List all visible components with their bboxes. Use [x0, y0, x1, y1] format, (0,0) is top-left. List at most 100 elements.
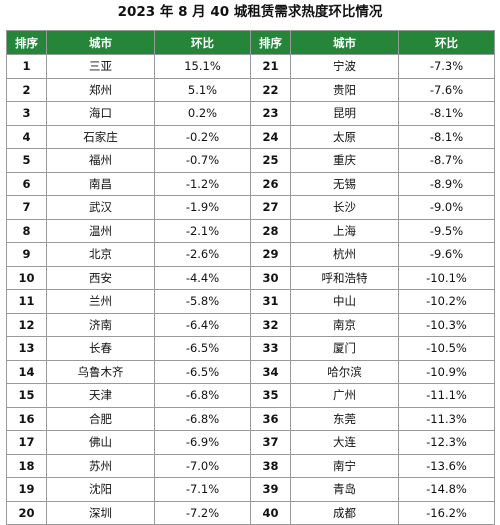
ratio-cell: -10.3% [398, 312, 495, 337]
ratio-cell: -1.9% [154, 195, 251, 220]
rank-cell: 28 [250, 218, 291, 243]
city-cell: 海口 [46, 101, 155, 126]
rank-cell: 11 [6, 289, 47, 314]
ratio-cell: -7.0% [154, 453, 251, 478]
city-cell: 无锡 [290, 171, 399, 196]
ratio-cell: -2.6% [154, 242, 251, 267]
city-cell: 天津 [46, 383, 155, 408]
city-cell: 苏州 [46, 453, 155, 478]
table-row: 16 合肥 -6.8% 36 东莞 -11.3% [6, 406, 495, 431]
city-cell: 沈阳 [46, 477, 155, 502]
city-cell: 青岛 [290, 477, 399, 502]
table-header-row: 排序 城市 环比 排序 城市 环比 [6, 30, 495, 55]
ratio-cell: -8.1% [398, 101, 495, 126]
table-row: 9 北京 -2.6% 29 杭州 -9.6% [6, 242, 495, 267]
city-cell: 重庆 [290, 148, 399, 173]
table-row: 11 兰州 -5.8% 31 中山 -10.2% [6, 289, 495, 314]
ratio-cell: -6.5% [154, 336, 251, 361]
table-row: 14 乌鲁木齐 -6.5% 34 哈尔滨 -10.9% [6, 359, 495, 384]
table-row: 8 温州 -2.1% 28 上海 -9.5% [6, 218, 495, 243]
city-cell: 东莞 [290, 406, 399, 431]
ratio-cell: -14.8% [398, 477, 495, 502]
rank-cell: 3 [6, 101, 47, 126]
city-cell: 福州 [46, 148, 155, 173]
ratio-cell: -4.4% [154, 265, 251, 290]
rank-cell: 33 [250, 336, 291, 361]
city-cell: 武汉 [46, 195, 155, 220]
rank-cell: 25 [250, 148, 291, 173]
table-row: 10 西安 -4.4% 30 呼和浩特 -10.1% [6, 265, 495, 290]
rank-cell: 15 [6, 383, 47, 408]
rank-cell: 32 [250, 312, 291, 337]
city-cell: 长春 [46, 336, 155, 361]
table-row: 5 福州 -0.7% 25 重庆 -8.7% [6, 148, 495, 173]
city-cell: 乌鲁木齐 [46, 359, 155, 384]
ratio-cell: -5.8% [154, 289, 251, 314]
ratio-cell: -12.3% [398, 430, 495, 455]
city-cell: 合肥 [46, 406, 155, 431]
ratio-cell: -7.2% [154, 500, 251, 525]
rank-cell: 26 [250, 171, 291, 196]
header-ratio-left: 环比 [154, 30, 251, 55]
city-cell: 三亚 [46, 54, 155, 79]
header-city-right: 城市 [290, 30, 399, 55]
table-row: 15 天津 -6.8% 35 广州 -11.1% [6, 383, 495, 408]
table-row: 18 苏州 -7.0% 38 南宁 -13.6% [6, 453, 495, 478]
header-city-left: 城市 [46, 30, 155, 55]
ratio-cell: -0.2% [154, 124, 251, 149]
rank-cell: 22 [250, 77, 291, 102]
ratio-cell: -1.2% [154, 171, 251, 196]
rank-cell: 5 [6, 148, 47, 173]
table-row: 19 沈阳 -7.1% 39 青岛 -14.8% [6, 477, 495, 502]
ratio-cell: -9.5% [398, 218, 495, 243]
table-row: 20 深圳 -7.2% 40 成都 -16.2% [6, 500, 495, 525]
city-cell: 大连 [290, 430, 399, 455]
ratio-cell: -9.0% [398, 195, 495, 220]
table-row: 6 南昌 -1.2% 26 无锡 -8.9% [6, 171, 495, 196]
table-body: 1 三亚 15.1% 21 宁波 -7.3% 2 郑州 5.1% 22 贵阳 -7.6% 3 海口 0.2%… [6, 54, 495, 525]
rank-cell: 21 [250, 54, 291, 79]
rank-cell: 23 [250, 101, 291, 126]
table-title: 2023 年 8 月 40 城租赁需求热度环比情况 [117, 4, 383, 20]
city-cell: 济南 [46, 312, 155, 337]
ratio-cell: -8.1% [398, 124, 495, 149]
rank-cell: 35 [250, 383, 291, 408]
rank-cell: 18 [6, 453, 47, 478]
city-cell: 温州 [46, 218, 155, 243]
ratio-cell: -10.2% [398, 289, 495, 314]
rank-cell: 9 [6, 242, 47, 267]
city-cell: 石家庄 [46, 124, 155, 149]
table-row: 12 济南 -6.4% 32 南京 -10.3% [6, 312, 495, 337]
city-cell: 兰州 [46, 289, 155, 314]
city-cell: 南宁 [290, 453, 399, 478]
city-cell: 昆明 [290, 101, 399, 126]
city-cell: 宁波 [290, 54, 399, 79]
city-cell: 北京 [46, 242, 155, 267]
rank-cell: 17 [6, 430, 47, 455]
city-cell: 中山 [290, 289, 399, 314]
city-cell: 成都 [290, 500, 399, 525]
ratio-cell: -11.3% [398, 406, 495, 431]
ratio-cell: -6.4% [154, 312, 251, 337]
rank-cell: 40 [250, 500, 291, 525]
ratio-cell: -9.6% [398, 242, 495, 267]
table-row: 4 石家庄 -0.2% 24 太原 -8.1% [6, 124, 495, 149]
table-row: 1 三亚 15.1% 21 宁波 -7.3% [6, 54, 495, 79]
rank-cell: 24 [250, 124, 291, 149]
table-row: 7 武汉 -1.9% 27 长沙 -9.0% [6, 195, 495, 220]
rank-cell: 39 [250, 477, 291, 502]
ratio-cell: -7.3% [398, 54, 495, 79]
city-cell: 郑州 [46, 77, 155, 102]
ratio-cell: -8.9% [398, 171, 495, 196]
rank-cell: 31 [250, 289, 291, 314]
rank-cell: 19 [6, 477, 47, 502]
ratio-cell: 5.1% [154, 77, 251, 102]
rental-demand-table: 排序 城市 环比 排序 城市 环比 1 三亚 15.1% 21 宁波 -7.3% 2 郑州 5.… [6, 30, 495, 525]
city-cell: 上海 [290, 218, 399, 243]
city-cell: 呼和浩特 [290, 265, 399, 290]
ratio-cell: -10.1% [398, 265, 495, 290]
header-rank-right: 排序 [250, 30, 291, 55]
rank-cell: 4 [6, 124, 47, 149]
table-row: 2 郑州 5.1% 22 贵阳 -7.6% [6, 77, 495, 102]
city-cell: 长沙 [290, 195, 399, 220]
